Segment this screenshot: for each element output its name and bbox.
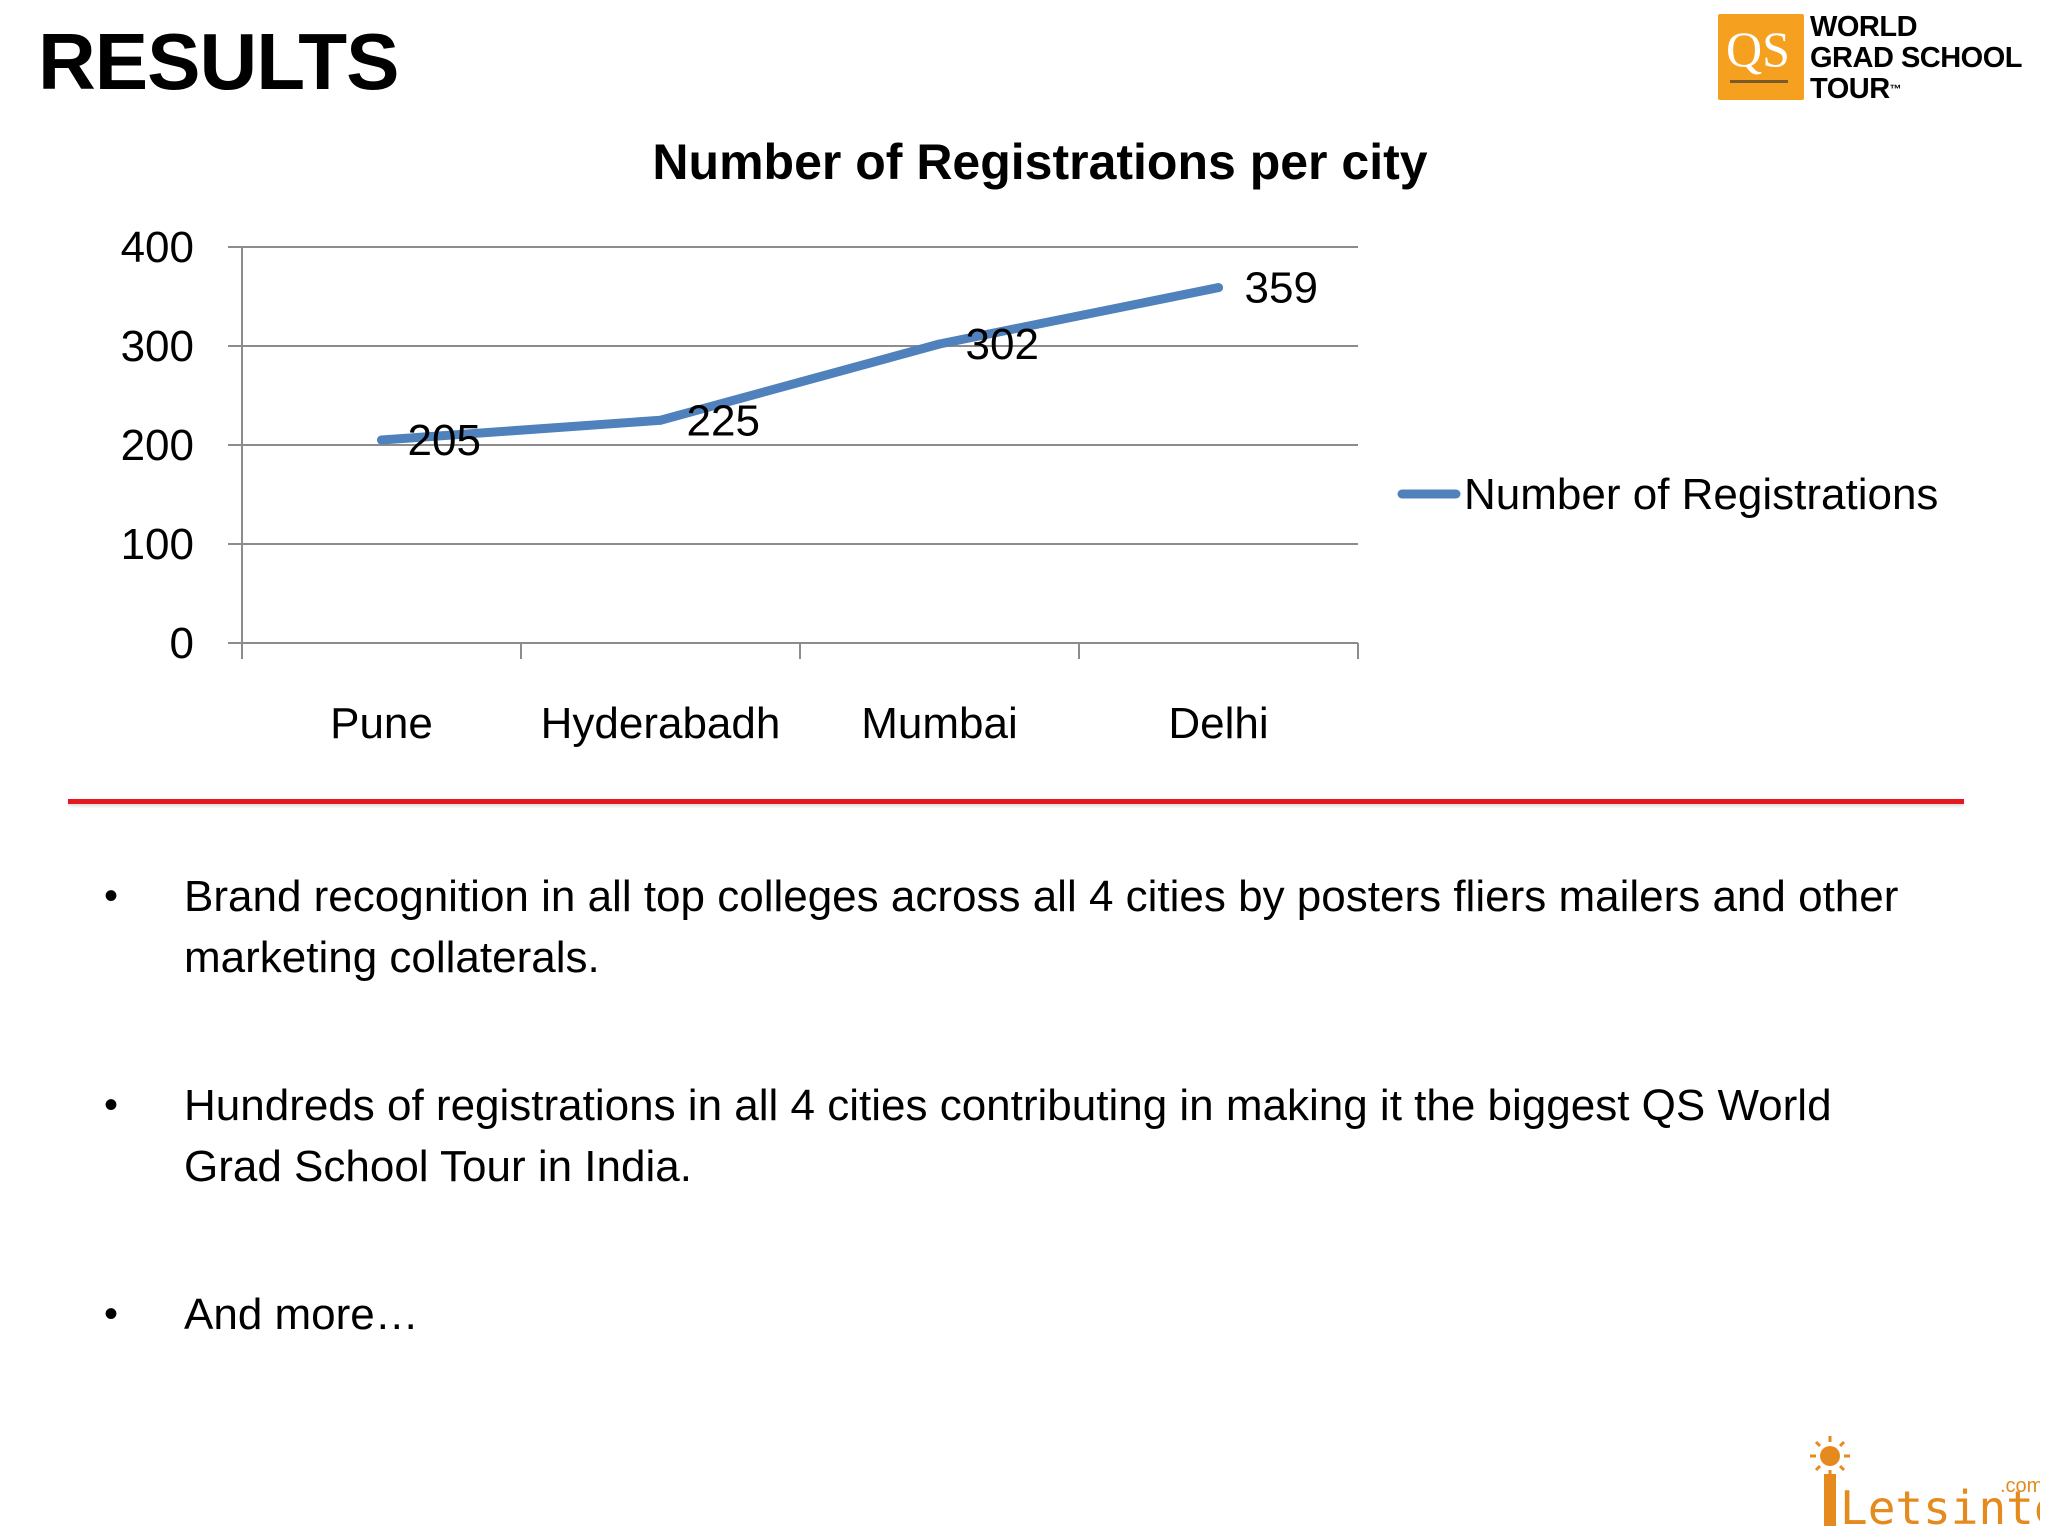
data-point xyxy=(377,435,386,445)
y-tick-label: 400 xyxy=(121,223,194,272)
y-tick-label: 100 xyxy=(121,520,194,569)
qs-badge: QS xyxy=(1718,14,1804,100)
qs-logo-trademark: ™ xyxy=(1889,82,1902,96)
registrations-line-chart: 0 100 200 300 400 Pune Hyderabadh Mumbai Delhi 2… xyxy=(121,134,1939,748)
data-label: 205 xyxy=(408,416,481,465)
data-label: 302 xyxy=(966,320,1039,369)
x-category-label: Hyderabadh xyxy=(541,699,781,748)
slide-title: RESULTS xyxy=(38,17,399,106)
x-category-label: Delhi xyxy=(1168,699,1268,748)
y-tick-label: 0 xyxy=(170,619,194,668)
bullet-marker: • xyxy=(104,1083,119,1127)
red-divider xyxy=(68,799,1964,804)
bullet-item: • Hundreds of registrations in all 4 citi… xyxy=(100,1075,1920,1197)
chart-title: Number of Registrations per city xyxy=(652,134,1427,190)
qs-logo-line-2: GRAD SCHOOL xyxy=(1810,42,2023,74)
bullet-text: And more… xyxy=(184,1290,419,1339)
qs-badge-text: QS xyxy=(1726,21,1790,77)
letsintern-wordmark: Letsintern xyxy=(1840,1481,2040,1532)
bullet-item: • Brand recognition in all top colleges a… xyxy=(100,866,1920,988)
y-tick-label: 200 xyxy=(121,421,194,470)
bullet-marker: • xyxy=(104,874,119,918)
bullet-text: Brand recognition in all top colleges ac… xyxy=(184,872,1899,982)
data-label: 359 xyxy=(1245,264,1318,313)
qs-logo-line-1: WORLD xyxy=(1810,11,1918,43)
data-label: 225 xyxy=(687,396,760,445)
qs-badge-underline xyxy=(1730,80,1788,83)
bullet-list: • Brand recognition in all top colleges a… xyxy=(100,866,1920,1432)
qs-logo-line-3: TOUR™ xyxy=(1810,74,2022,105)
bullet-text: Hundreds of registrations in all 4 citie… xyxy=(184,1081,1832,1191)
bullet-item: • And more… xyxy=(100,1284,1920,1345)
series-line-registrations xyxy=(377,283,1223,445)
letsintern-logo: Letsintern .com xyxy=(1810,1436,2040,1532)
qs-logo-words: WORLD GRAD SCHOOL TOUR™ xyxy=(1810,11,2023,105)
letsintern-sun-icon xyxy=(1810,1436,1850,1526)
legend-label: Number of Registrations xyxy=(1464,470,1938,519)
data-point xyxy=(1214,283,1223,293)
data-point xyxy=(935,339,944,349)
bullet-marker: • xyxy=(104,1292,119,1336)
data-point xyxy=(656,415,665,425)
letsintern-suffix: .com xyxy=(2000,1475,2040,1497)
x-category-label: Mumbai xyxy=(861,699,1018,748)
qs-world-grad-school-tour-logo: QS WORLD GRAD SCHOOL TOUR™ xyxy=(1718,12,2038,108)
qs-logo-line-3-text: TOUR xyxy=(1810,73,1890,105)
x-category-label: Pune xyxy=(330,699,433,748)
y-tick-label: 300 xyxy=(121,322,194,371)
